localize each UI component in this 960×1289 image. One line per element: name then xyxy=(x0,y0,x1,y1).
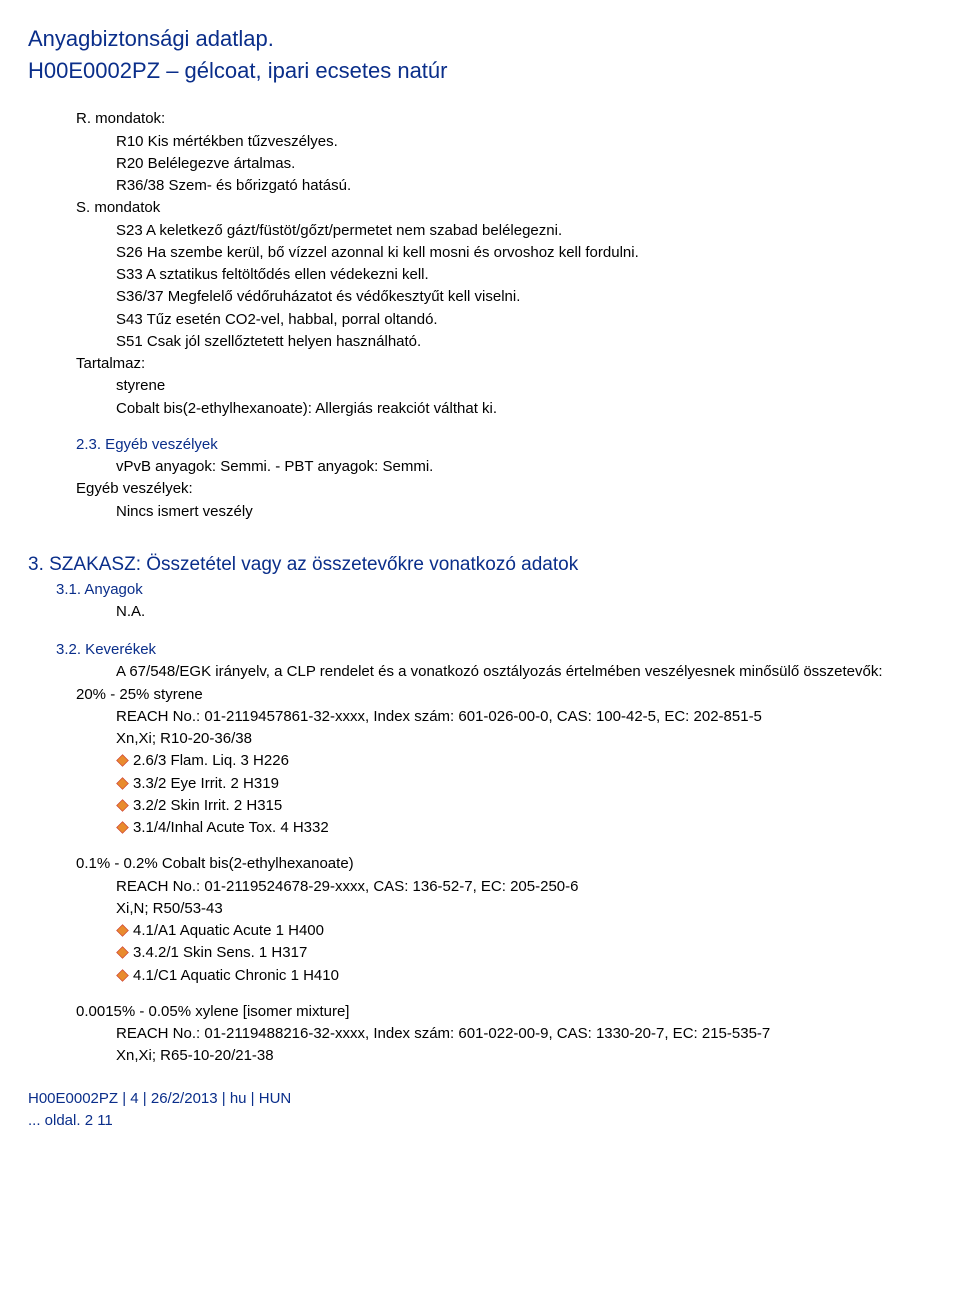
sec-3-2-heading: 3.2. Keverékek xyxy=(56,640,932,660)
ghs-icon xyxy=(116,798,129,811)
sec-2-3-heading: 2.3. Egyéb veszélyek xyxy=(76,435,932,455)
hazard-text: 3.3/2 Eye Irrit. 2 H319 xyxy=(133,775,279,792)
s-item: S33 A sztatikus feltöltődés ellen védeke… xyxy=(116,265,932,285)
component-old-class: Xn,Xi; R65-10-20/21-38 xyxy=(116,1046,932,1066)
sec-2-3-body: vPvB anyagok: Semmi. - PBT anyagok: Semm… xyxy=(116,457,932,477)
sec-3-2-intro: A 67/548/EGK irányelv, a CLP rendelet és… xyxy=(116,662,932,682)
ghs-icon xyxy=(116,753,129,766)
hazard-line: 3.2/2 Skin Irrit. 2 H315 xyxy=(116,796,932,816)
ghs-icon xyxy=(116,820,129,833)
hazard-line: 4.1/A1 Aquatic Acute 1 H400 xyxy=(116,921,932,941)
hazard-text: 3.1/4/Inhal Acute Tox. 4 H332 xyxy=(133,819,329,836)
hazard-text: 3.4.2/1 Skin Sens. 1 H317 xyxy=(133,944,307,961)
hazard-text: 2.6/3 Flam. Liq. 3 H226 xyxy=(133,752,289,769)
contains-label: Tartalmaz: xyxy=(76,354,932,374)
hazard-line: 3.4.2/1 Skin Sens. 1 H317 xyxy=(116,943,932,963)
footer-line-1: H00E0002PZ | 4 | 26/2/2013 | hu | HUN xyxy=(28,1089,932,1109)
hazard-line: 3.1/4/Inhal Acute Tox. 4 H332 xyxy=(116,818,932,838)
ghs-icon xyxy=(116,945,129,958)
r-label: R. mondatok: xyxy=(76,109,932,129)
hazard-text: 4.1/A1 Aquatic Acute 1 H400 xyxy=(133,922,324,939)
component-reach: REACH No.: 01-2119457861-32-xxxx, Index … xyxy=(116,707,932,727)
component-range: 0.1% - 0.2% Cobalt bis(2-ethylhexanoate) xyxy=(76,854,932,874)
component-range: 0.0015% - 0.05% xylene [isomer mixture] xyxy=(76,1002,932,1022)
component-range: 20% - 25% styrene xyxy=(76,685,932,705)
hazard-line: 3.3/2 Eye Irrit. 2 H319 xyxy=(116,774,932,794)
s-item: S51 Csak jól szellőztetett helyen haszná… xyxy=(116,332,932,352)
s-item: S36/37 Megfelelő védőruházatot és védőke… xyxy=(116,287,932,307)
contains-item: styrene xyxy=(116,376,932,396)
r-item: R36/38 Szem- és bőrizgató hatású. xyxy=(116,176,932,196)
component-old-class: Xi,N; R50/53-43 xyxy=(116,899,932,919)
hazard-line: 2.6/3 Flam. Liq. 3 H226 xyxy=(116,751,932,771)
s-item: S26 Ha szembe kerül, bő vízzel azonnal k… xyxy=(116,243,932,263)
doc-title-2: H00E0002PZ – gélcoat, ipari ecsetes natú… xyxy=(28,56,932,86)
sec-3-1-heading: 3.1. Anyagok xyxy=(56,580,932,600)
r-item: R10 Kis mértékben tűzveszélyes. xyxy=(116,132,932,152)
ghs-icon xyxy=(116,968,129,981)
s-item: S23 A keletkező gázt/füstöt/gőzt/permete… xyxy=(116,221,932,241)
doc-title-1: Anyagbiztonsági adatlap. xyxy=(28,24,932,54)
component-reach: REACH No.: 01-2119488216-32-xxxx, Index … xyxy=(116,1024,932,1044)
footer-line-2: ... oldal. 2 11 xyxy=(28,1111,932,1131)
component-old-class: Xn,Xi; R10-20-36/38 xyxy=(116,729,932,749)
hazard-line: 4.1/C1 Aquatic Chronic 1 H410 xyxy=(116,966,932,986)
s-label: S. mondatok xyxy=(76,198,932,218)
sec-3-1-body: N.A. xyxy=(116,602,932,622)
other-hazards-label: Egyéb veszélyek: xyxy=(76,479,932,499)
contains-item: Cobalt bis(2-ethylhexanoate): Allergiás … xyxy=(116,399,932,419)
hazard-text: 4.1/C1 Aquatic Chronic 1 H410 xyxy=(133,967,339,984)
s-item: S43 Tűz esetén CO2-vel, habbal, porral o… xyxy=(116,310,932,330)
other-hazards-body: Nincs ismert veszély xyxy=(116,502,932,522)
sec-3-heading: 3. SZAKASZ: Összetétel vagy az összetevő… xyxy=(28,552,932,578)
hazard-text: 3.2/2 Skin Irrit. 2 H315 xyxy=(133,797,282,814)
ghs-icon xyxy=(116,776,129,789)
component-reach: REACH No.: 01-2119524678-29-xxxx, CAS: 1… xyxy=(116,877,932,897)
ghs-icon xyxy=(116,923,129,936)
r-item: R20 Belélegezve ártalmas. xyxy=(116,154,932,174)
